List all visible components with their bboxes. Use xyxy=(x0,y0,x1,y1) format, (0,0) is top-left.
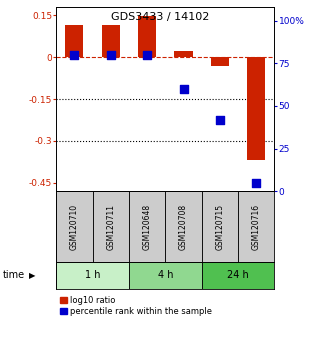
Bar xyxy=(202,191,238,262)
Text: GSM120708: GSM120708 xyxy=(179,204,188,250)
Legend: log10 ratio, percentile rank within the sample: log10 ratio, percentile rank within the … xyxy=(60,296,213,316)
Bar xyxy=(138,16,156,57)
Bar xyxy=(92,191,129,262)
Point xyxy=(72,52,77,58)
Text: ▶: ▶ xyxy=(29,271,35,280)
Bar xyxy=(202,262,274,289)
Text: 24 h: 24 h xyxy=(227,270,249,280)
Text: GDS3433 / 14102: GDS3433 / 14102 xyxy=(111,12,210,22)
Bar xyxy=(174,51,193,57)
Bar xyxy=(56,262,129,289)
Text: GSM120711: GSM120711 xyxy=(106,204,115,250)
Text: GSM120715: GSM120715 xyxy=(215,204,224,250)
Bar xyxy=(129,262,202,289)
Bar xyxy=(165,191,202,262)
Bar xyxy=(247,57,265,160)
Text: 1 h: 1 h xyxy=(85,270,100,280)
Bar xyxy=(211,57,229,65)
Point xyxy=(217,117,222,122)
Point xyxy=(144,52,150,58)
Bar xyxy=(102,25,120,57)
Bar xyxy=(129,191,165,262)
Point xyxy=(108,52,113,58)
Bar xyxy=(56,191,92,262)
Point xyxy=(181,86,186,92)
Text: time: time xyxy=(3,270,25,280)
Text: GSM120648: GSM120648 xyxy=(143,204,152,250)
Point xyxy=(254,180,259,185)
Text: GSM120716: GSM120716 xyxy=(252,204,261,250)
Text: GSM120710: GSM120710 xyxy=(70,204,79,250)
Bar xyxy=(238,191,274,262)
Bar xyxy=(65,25,83,57)
Text: 4 h: 4 h xyxy=(158,270,173,280)
